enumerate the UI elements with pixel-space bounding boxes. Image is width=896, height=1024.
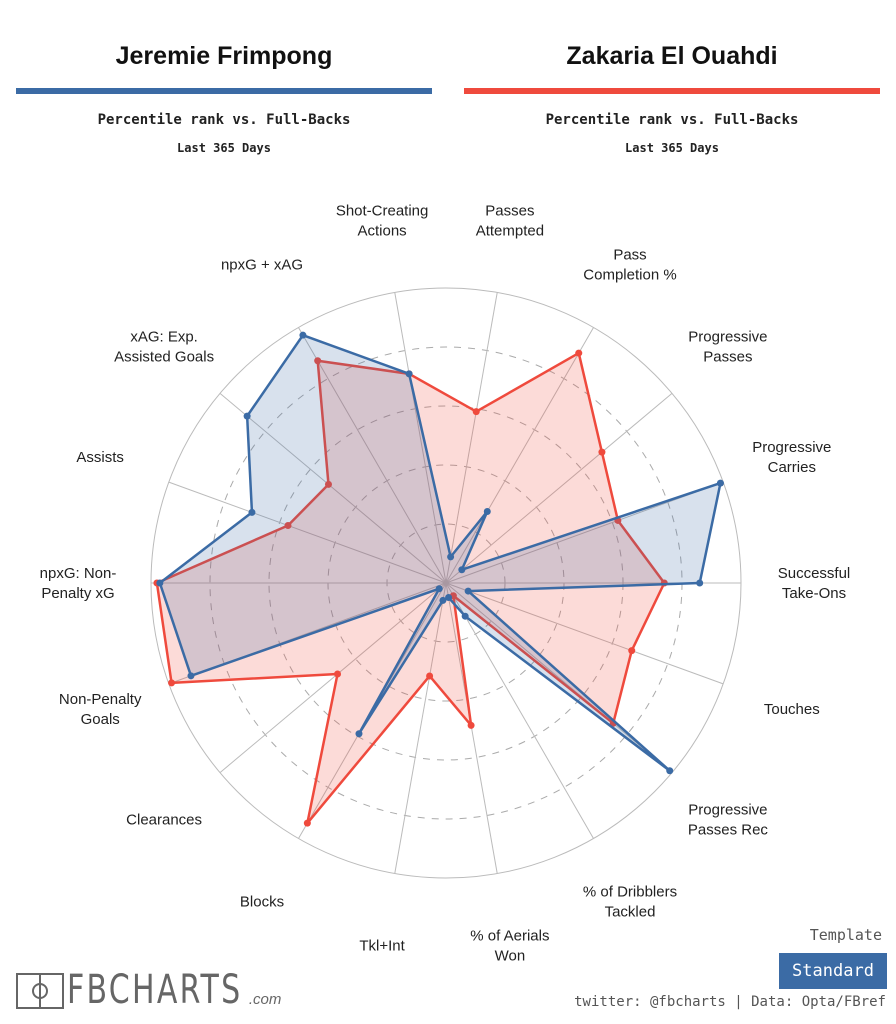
data-point: [324, 480, 332, 488]
axis-label: Assists: [76, 449, 124, 466]
data-point: [575, 349, 583, 357]
data-point: [696, 579, 704, 587]
axis-label: Clearances: [126, 812, 202, 829]
player-right-color-bar: [464, 88, 880, 94]
axis-spoke: [445, 582, 673, 774]
logo-suffix: .com: [248, 991, 282, 1008]
data-point: [666, 767, 674, 775]
axis-spoke: [394, 582, 447, 874]
data-point: [314, 357, 322, 365]
axis-label: npxG: Non-Penalty xG: [40, 565, 117, 602]
axis-label: Progressive Carries: [752, 439, 831, 476]
template-label: Template: [809, 926, 882, 944]
data-point: [467, 721, 475, 729]
axis-spoke: [445, 327, 594, 584]
axis-spoke: [168, 481, 447, 584]
data-point: [461, 612, 469, 620]
data-point: [355, 730, 363, 738]
data-point: [405, 370, 413, 378]
axis-label: xAG: Exp. Assisted Goals: [114, 328, 214, 365]
template-standard-button[interactable]: Standard: [779, 953, 887, 989]
data-credit: twitter: @fbcharts | Data: Opta/FBref: [574, 994, 886, 1010]
player-right-name: Zakaria El Ouahdi: [566, 42, 778, 70]
data-point: [716, 479, 724, 487]
data-point: [445, 594, 453, 602]
axis-label: % of Dribblers Tackled: [583, 884, 677, 921]
data-point: [299, 331, 307, 339]
data-point: [334, 670, 342, 678]
data-point: [303, 819, 311, 827]
data-point: [243, 412, 251, 420]
data-point: [447, 553, 455, 561]
axis-label: Passes Attempted: [476, 203, 544, 240]
data-point: [458, 566, 466, 574]
axis-label: Tkl+Int: [359, 937, 405, 954]
axis-spoke: [219, 582, 447, 774]
axis-label: Progressive Passes Rec: [688, 802, 769, 839]
axis-label: Non-Penalty Goals: [59, 691, 142, 728]
data-point: [156, 579, 164, 587]
data-point: [472, 408, 480, 416]
data-point: [628, 647, 636, 655]
data-point: [598, 448, 606, 456]
axis-label: Shot-Creating Actions: [336, 203, 429, 240]
axis-label: Pass Completion %: [583, 246, 676, 283]
axis-spoke: [219, 392, 447, 584]
axis-spoke: [445, 392, 673, 584]
axis-spoke: [445, 292, 498, 584]
data-point: [284, 521, 292, 529]
axis-spoke: [394, 292, 447, 584]
axis-spoke: [445, 582, 724, 685]
axis-label: % of Aerials Won: [470, 927, 549, 964]
data-point: [464, 587, 472, 595]
player-right-period: Last 365 Days: [625, 141, 719, 155]
axis-label: Touches: [764, 701, 820, 718]
data-point: [426, 672, 434, 680]
player-left-period: Last 365 Days: [177, 141, 271, 155]
player-right-subtitle: Percentile rank vs. Full-Backs: [545, 112, 799, 128]
player-left-subtitle: Percentile rank vs. Full-Backs: [97, 112, 351, 128]
axis-spoke: [445, 582, 594, 839]
player-left-color-bar: [16, 88, 432, 94]
data-point: [168, 679, 176, 687]
data-point: [483, 507, 491, 515]
pitch-icon: [16, 973, 64, 1009]
data-point: [248, 508, 256, 516]
data-point: [439, 596, 447, 604]
axis-label: Progressive Passes: [688, 328, 767, 365]
fbcharts-logo: FBCHARTS .com: [15, 970, 281, 1010]
axis-label: Blocks: [240, 894, 284, 911]
player-left-name: Jeremie Frimpong: [115, 42, 333, 70]
data-point: [435, 585, 443, 593]
data-point: [187, 672, 195, 680]
axis-label: Successful Take-Ons: [778, 565, 851, 602]
axis-label: npxG + xAG: [221, 256, 303, 273]
logo-text: FBCHARTS: [67, 967, 243, 1013]
axis-spoke: [298, 327, 447, 584]
